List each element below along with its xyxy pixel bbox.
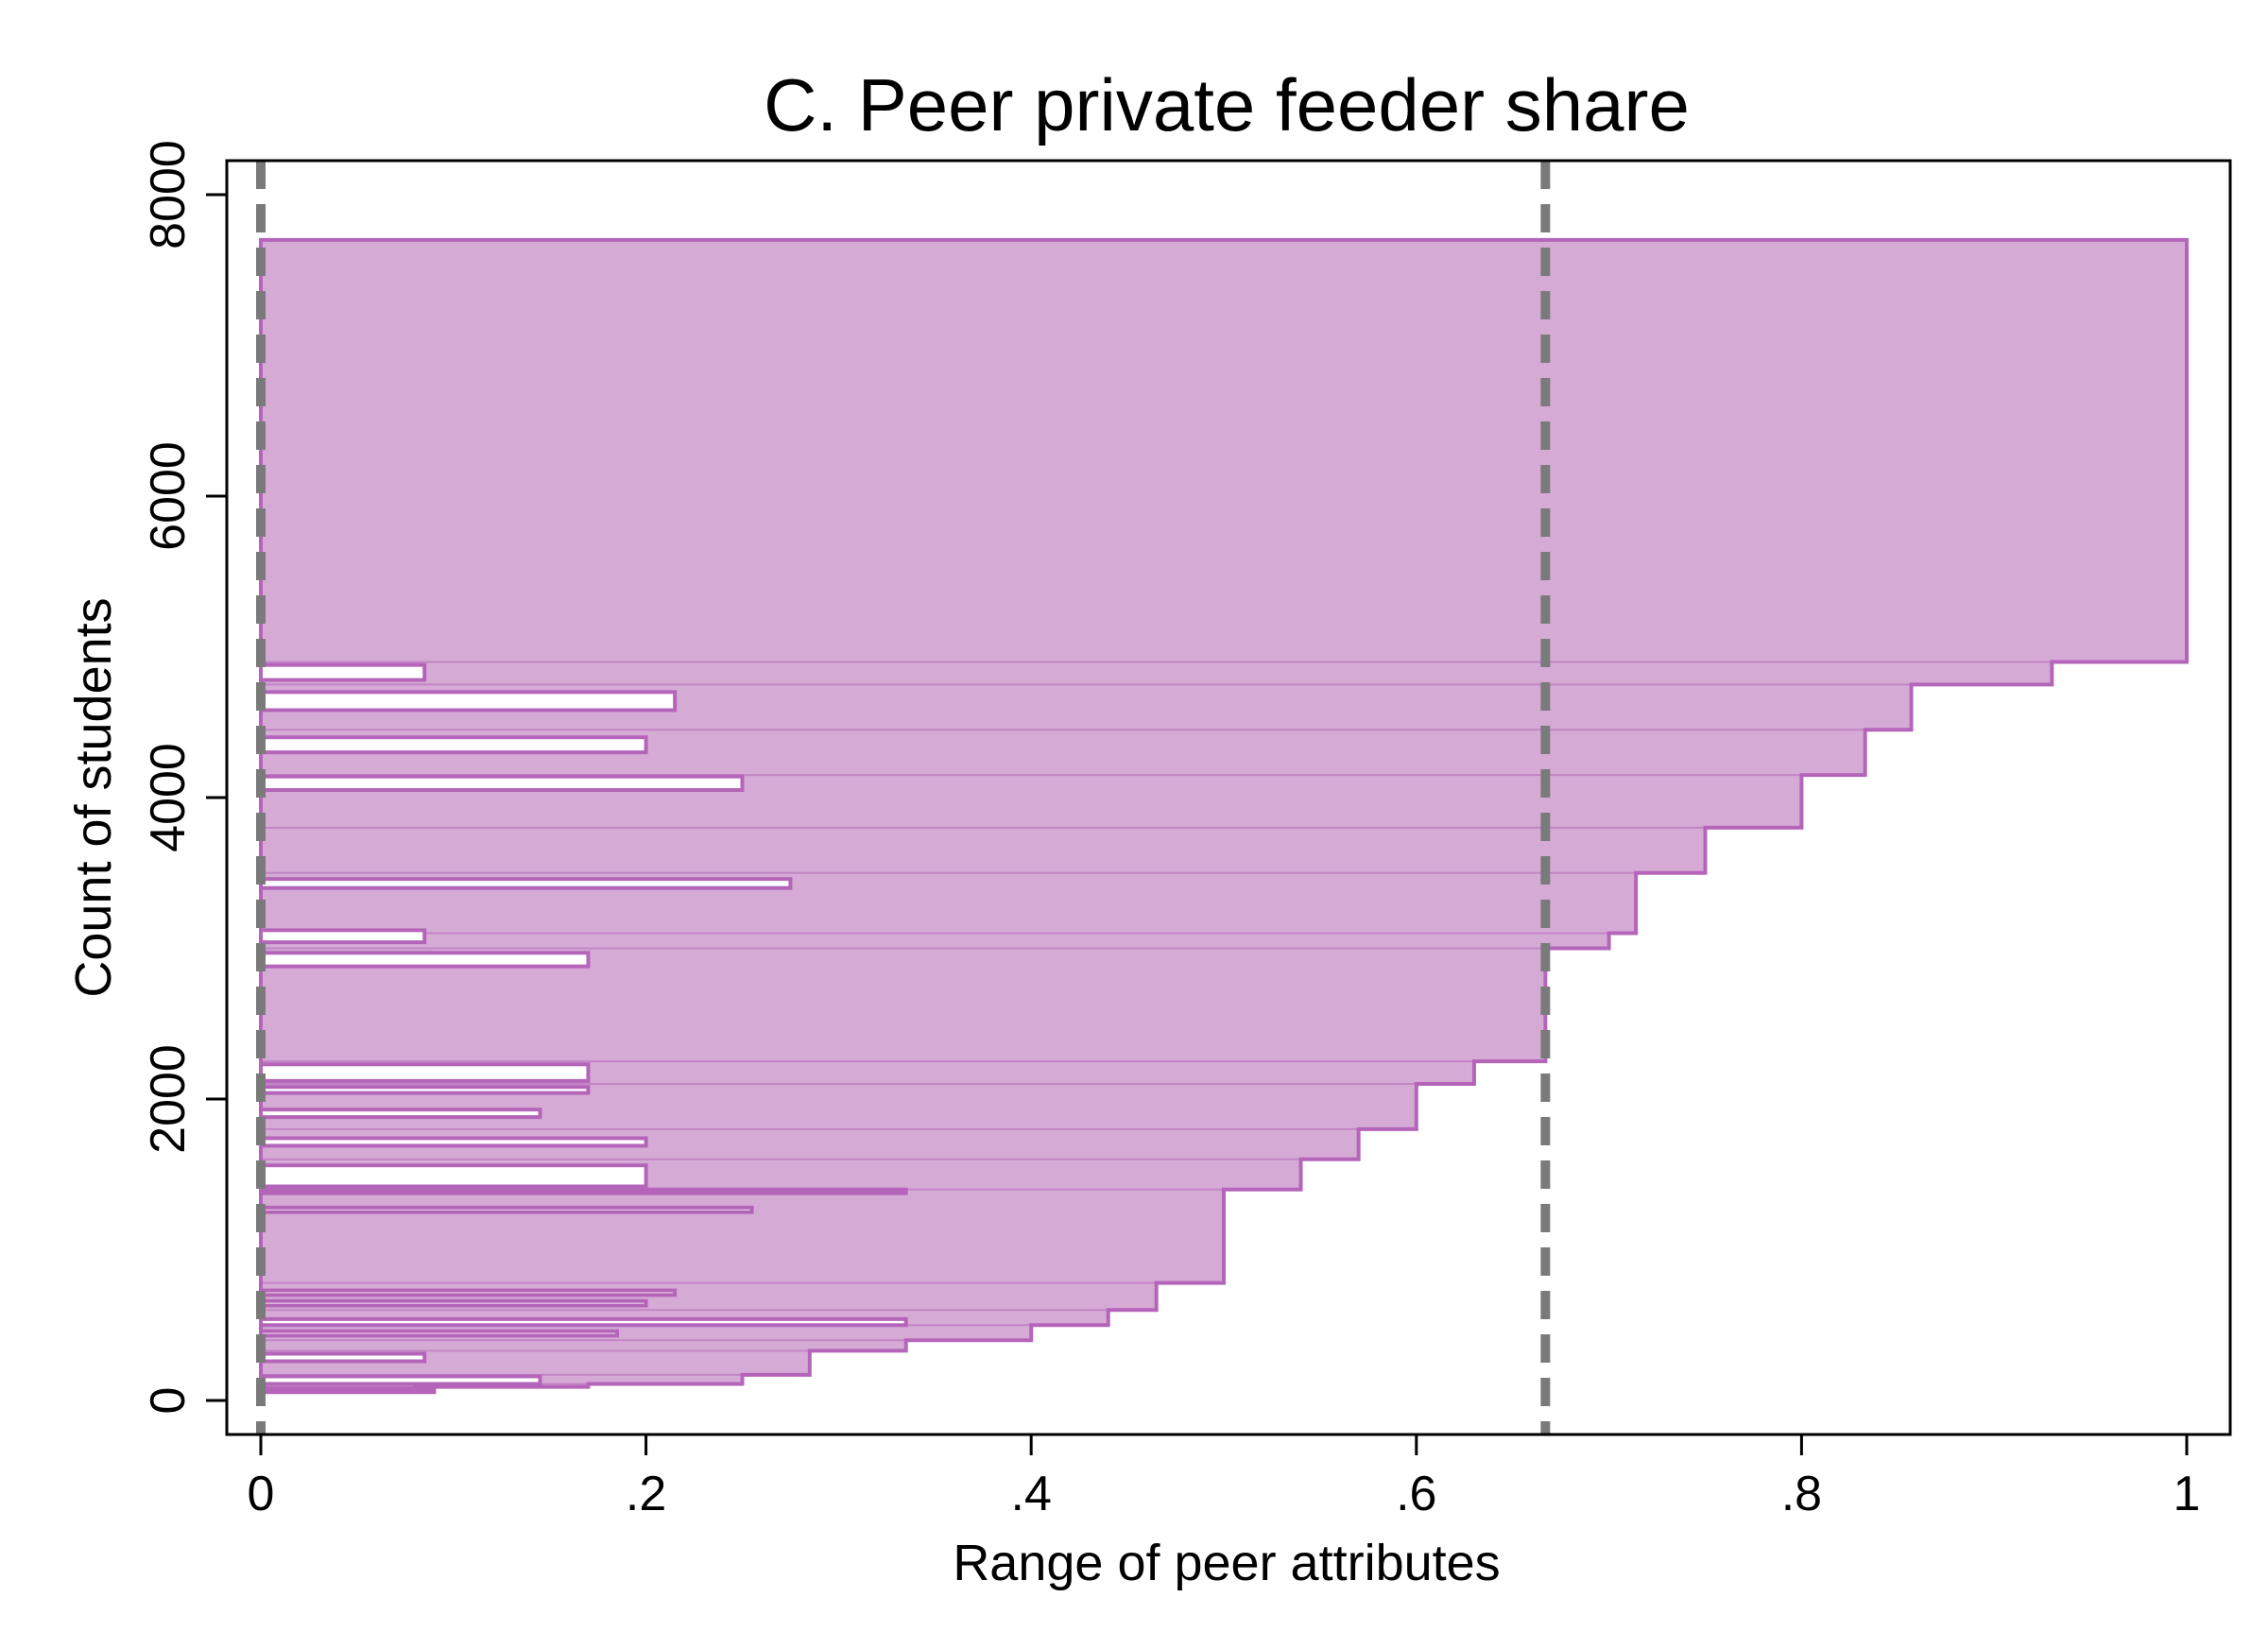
unfilled-sliver-19: [259, 690, 678, 713]
unfilled-sliver-4: [259, 1316, 908, 1328]
unfilled-sliver-16: [259, 877, 793, 890]
x-tick-label-0: 0: [248, 1467, 275, 1521]
chart-title: C. Peer private feeder share: [764, 63, 1690, 146]
y-axis: 0 2000 4000 6000 8000: [141, 140, 227, 1414]
unfilled-sliver-3: [259, 1329, 620, 1338]
x-tick-label-3: .6: [1396, 1467, 1436, 1521]
y-tick-label-3: 6000: [141, 441, 196, 551]
unfilled-sliver-10: [259, 1136, 648, 1148]
unfilled-sliver-5: [259, 1298, 648, 1308]
unfilled-sliver-8: [259, 1187, 908, 1195]
unfilled-sliver-18: [259, 735, 648, 755]
unfilled-sliver-11: [259, 1108, 542, 1120]
y-tick-label-2: 4000: [141, 743, 196, 852]
unfilled-sliver-12: [259, 1085, 591, 1095]
y-axis-title: Count of students: [65, 597, 122, 997]
x-tick-label-4: .8: [1781, 1467, 1822, 1521]
x-tick-label-2: .4: [1011, 1467, 1052, 1521]
x-axis-title: Range of peer attributes: [953, 1535, 1500, 1591]
unfilled-sliver-1: [259, 1374, 542, 1386]
unfilled-sliver-6: [259, 1288, 678, 1297]
unfilled-sliver-20: [259, 662, 427, 682]
unfilled-sliver-2: [259, 1351, 427, 1364]
unfilled-sliver-14: [259, 951, 591, 969]
unfilled-sliver-15: [259, 928, 427, 945]
y-tick-label-0: 0: [141, 1387, 196, 1415]
x-tick-label-1: .2: [626, 1467, 666, 1521]
unfilled-sliver-0: [259, 1386, 437, 1395]
unfilled-sliver-7: [259, 1205, 754, 1214]
x-tick-label-5: 1: [2174, 1467, 2201, 1521]
unfilled-sliver-9: [259, 1163, 648, 1189]
unfilled-sliver-17: [259, 774, 745, 793]
unfilled-sliver-13: [259, 1062, 591, 1083]
plot-area: [256, 161, 2189, 1434]
x-axis: 0 .2 .4 .6 .8 1: [248, 1434, 2201, 1521]
y-tick-label-4: 8000: [141, 140, 196, 249]
y-tick-label-1: 2000: [141, 1044, 196, 1154]
